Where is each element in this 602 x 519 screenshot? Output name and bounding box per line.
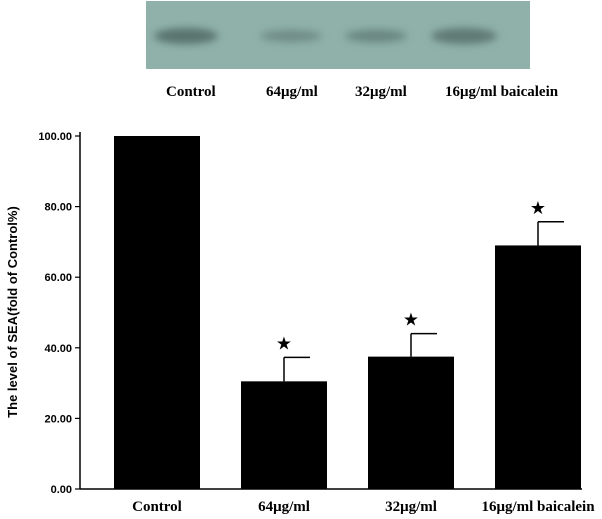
blot-label-32: 32μg/ml	[355, 84, 407, 100]
significance-star-2: ★	[276, 333, 292, 354]
x-tick-label-3: 32μg/ml	[385, 499, 437, 515]
bar-4	[495, 245, 581, 489]
blot-band-1	[154, 28, 218, 44]
bar-3	[368, 356, 454, 489]
y-tick-label: 60.00	[44, 272, 72, 284]
significance-star-4: ★	[530, 198, 546, 219]
y-tick-label: 40.00	[44, 343, 72, 355]
blot-label-control: Control	[166, 84, 216, 100]
x-tick-label-4: 16μg/ml baicalein	[481, 499, 595, 515]
x-tick-label-1: Control	[132, 499, 182, 515]
blot-band-2	[260, 30, 322, 42]
y-axis-title: The level of SEA(fold of Control%)	[5, 206, 20, 418]
bar-1	[114, 136, 200, 489]
significance-star-3: ★	[403, 310, 419, 331]
blot-label-64: 64μg/ml	[266, 84, 318, 100]
y-tick-label: 20.00	[44, 413, 72, 425]
bar-2	[241, 381, 327, 489]
blot-band-4	[431, 28, 497, 44]
blot-label-16-baicalein: 16μg/ml baicalein	[445, 84, 559, 100]
x-tick-label-2: 64μg/ml	[258, 499, 310, 515]
y-tick-label: 80.00	[44, 202, 72, 214]
blot-band-3	[345, 29, 407, 43]
y-tick-label: 0.00	[51, 484, 72, 496]
western-blot-image	[146, 1, 530, 69]
y-tick-label: 100.00	[38, 131, 72, 143]
